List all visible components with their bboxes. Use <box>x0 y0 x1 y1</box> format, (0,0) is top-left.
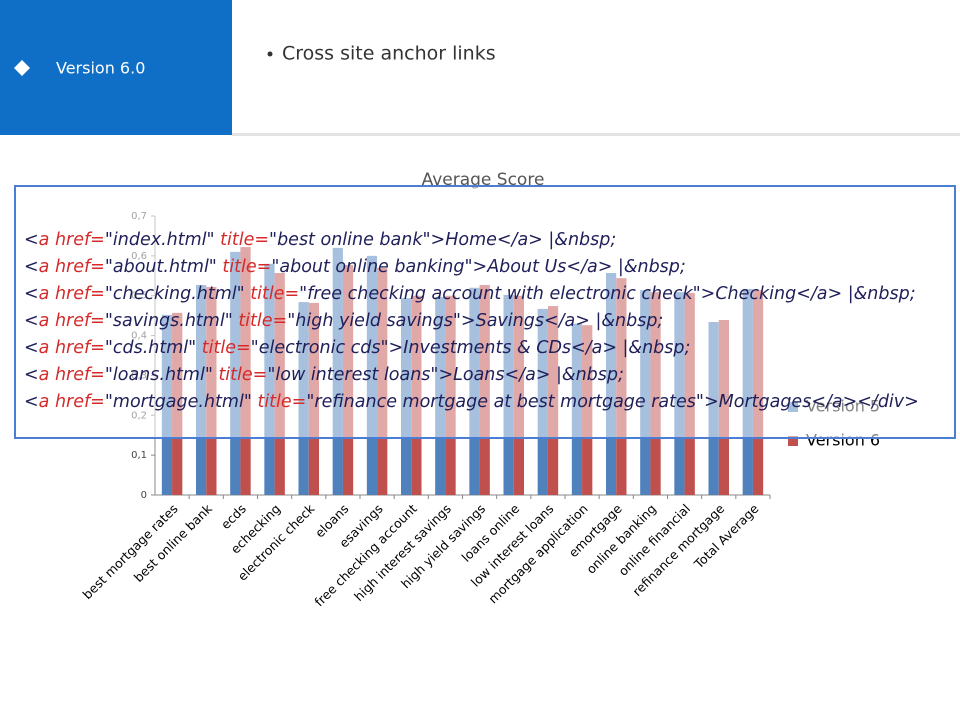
code-token: "about online banking" <box>271 257 472 277</box>
code-line: <a href="loans.html" title="low interest… <box>24 365 624 385</box>
code-token: title= <box>196 338 250 358</box>
code-token: title= <box>245 284 299 304</box>
code-token: "electronic cds" <box>251 338 389 358</box>
code-token: a href= <box>39 257 105 277</box>
code-token: title= <box>215 230 269 250</box>
code-line: <a href="checking.html" title="free chec… <box>24 284 916 304</box>
code-token: < <box>24 257 39 277</box>
code-line: <a href="index.html" title="best online … <box>24 230 616 250</box>
code-token: a href= <box>39 311 105 331</box>
code-token: "about.html" <box>105 257 217 277</box>
code-token: < <box>24 284 39 304</box>
code-token: >Home</a> |&nbsp; <box>431 230 617 250</box>
code-token: "mortgage.html" <box>105 392 252 412</box>
code-token: "refinance mortgage at best mortgage rat… <box>306 392 704 412</box>
header-box <box>0 0 232 135</box>
code-token: "cds.html" <box>105 338 196 358</box>
code-token: a href= <box>39 338 105 358</box>
code-line: <a href="mortgage.html" title="refinance… <box>24 392 919 412</box>
code-token: < <box>24 311 39 331</box>
code-token: < <box>24 365 39 385</box>
code-token: < <box>24 392 39 412</box>
code-token: title= <box>252 392 306 412</box>
section-title: Version 6.0 <box>56 59 145 78</box>
code-token: < <box>24 230 39 250</box>
code-token: < <box>24 338 39 358</box>
code-token: "free checking account with electronic c… <box>299 284 701 304</box>
code-token: "savings.html" <box>105 311 233 331</box>
code-token: >Checking</a> |&nbsp; <box>701 284 916 304</box>
code-line: <a href="cds.html" title="electronic cds… <box>24 338 690 358</box>
code-line: <a href="savings.html" title="high yield… <box>24 311 663 331</box>
code-token: "loans.html" <box>105 365 213 385</box>
header-rule <box>232 133 960 136</box>
code-token: >About Us</a> |&nbsp; <box>473 257 686 277</box>
code-token: "index.html" <box>105 230 215 250</box>
code-box-frame <box>14 185 956 439</box>
code-token: "best online bank" <box>269 230 431 250</box>
code-token: >Loans</a> |&nbsp; <box>438 365 623 385</box>
y-tick-label: 0,1 <box>131 450 147 461</box>
code-token: "high yield savings" <box>287 311 461 331</box>
code-token: a href= <box>39 230 105 250</box>
code-token: title= <box>213 365 267 385</box>
code-box: <a href="index.html" title="best online … <box>14 185 956 439</box>
y-tick-label: 0 <box>141 490 147 501</box>
bullet-text: Cross site anchor links <box>282 43 496 65</box>
code-token: a href= <box>39 284 105 304</box>
code-token: a href= <box>39 392 105 412</box>
code-token: >Mortgages</a></div> <box>704 392 919 412</box>
code-token: "low interest loans" <box>267 365 438 385</box>
diamond-icon <box>14 60 30 76</box>
legend-swatch <box>788 436 798 446</box>
code-line: <a href="about.html" title="about online… <box>24 257 686 277</box>
code-token: a href= <box>39 365 105 385</box>
code-token: title= <box>217 257 271 277</box>
code-token: >Investments & CDs</a> |&nbsp; <box>389 338 691 358</box>
code-token: title= <box>233 311 287 331</box>
bullet-dot <box>267 51 273 57</box>
code-token: >Savings</a> |&nbsp; <box>461 311 663 331</box>
code-token: "checking.html" <box>105 284 245 304</box>
